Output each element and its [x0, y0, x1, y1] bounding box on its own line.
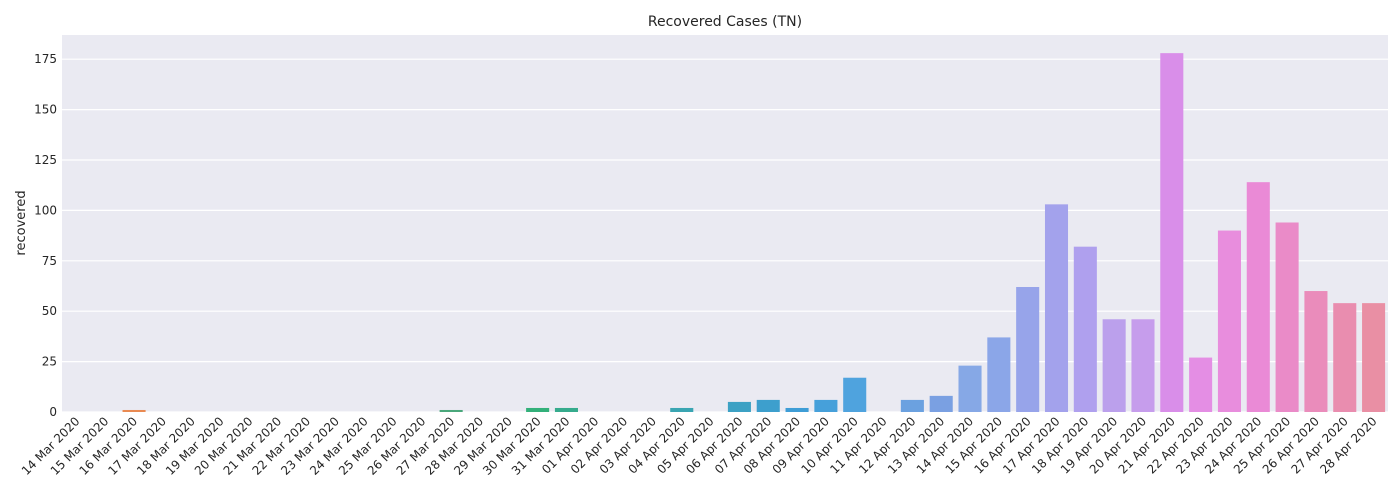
y-tick-label: 25	[42, 355, 57, 369]
bar-31	[958, 365, 982, 412]
bars	[122, 53, 1386, 413]
y-tick-labels: 0 25 50 75 100 125 150 175	[34, 52, 57, 419]
bar-40	[1217, 230, 1241, 412]
bar-41	[1246, 182, 1270, 412]
bar-39	[1189, 357, 1213, 412]
bar-24	[756, 399, 780, 412]
bar-23	[727, 401, 751, 412]
y-tick-label: 175	[34, 52, 57, 66]
y-tick-label: 50	[42, 304, 57, 318]
bar-21	[670, 407, 694, 412]
bar-33	[1016, 287, 1040, 412]
y-tick-label: 100	[34, 203, 57, 217]
bar-27	[843, 377, 867, 412]
bar-36	[1102, 319, 1126, 412]
bar-38	[1160, 53, 1184, 413]
plot-area	[62, 35, 1388, 412]
y-tick-label: 150	[34, 103, 57, 117]
y-gridlines	[62, 58, 1388, 413]
bar-44	[1333, 303, 1357, 412]
bar-17	[554, 407, 578, 412]
y-tick-label: 125	[34, 153, 57, 167]
bar-34	[1044, 204, 1069, 412]
y-tick-label: 0	[49, 405, 57, 419]
bar-30	[929, 395, 953, 412]
bar-43	[1304, 291, 1328, 412]
bar-16	[526, 407, 550, 412]
y-tick-label: 75	[42, 254, 57, 268]
bar-42	[1275, 222, 1299, 412]
bar-13	[439, 409, 463, 412]
bar-32	[987, 337, 1011, 412]
chart-title: Recovered Cases (TN)	[648, 14, 802, 30]
bar-29	[900, 399, 924, 412]
bar-25	[785, 407, 809, 412]
bar-35	[1073, 246, 1097, 412]
bar-45	[1362, 303, 1386, 412]
y-axis-label: recovered	[14, 190, 29, 255]
bar-37	[1131, 319, 1155, 412]
bar-26	[814, 399, 838, 412]
bar-2	[122, 409, 146, 412]
